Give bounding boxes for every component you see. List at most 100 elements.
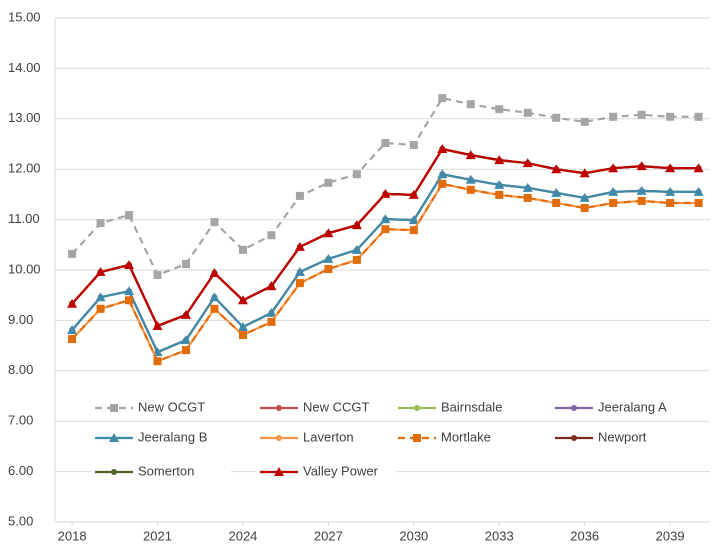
legend-label: Jeeralang A xyxy=(598,399,667,414)
legend-marker xyxy=(571,435,577,441)
legend-label: Newport xyxy=(598,429,647,444)
data-point xyxy=(381,225,390,234)
y-tick-label: 13.00 xyxy=(8,110,41,125)
data-point xyxy=(324,178,333,187)
data-point xyxy=(609,112,618,121)
x-tick-label: 2021 xyxy=(143,528,172,543)
y-tick-label: 14.00 xyxy=(8,60,41,75)
data-point xyxy=(266,281,277,291)
data-point xyxy=(437,144,448,154)
data-point xyxy=(408,215,419,225)
data-point xyxy=(294,267,305,277)
data-point xyxy=(495,190,504,199)
data-point xyxy=(95,292,106,302)
legend-bg xyxy=(91,428,231,448)
legend-label: New CCGT xyxy=(303,399,370,414)
legend-bg xyxy=(91,462,231,482)
legend-label: Valley Power xyxy=(303,463,379,478)
legend-marker xyxy=(276,405,282,411)
series-line xyxy=(71,173,699,354)
data-point xyxy=(665,163,676,173)
data-point xyxy=(523,193,532,202)
data-point xyxy=(237,321,248,331)
x-tick-label: 2033 xyxy=(485,528,514,543)
legend-marker xyxy=(413,434,421,442)
data-point xyxy=(210,304,219,313)
legend-bg xyxy=(551,398,691,418)
x-tick-label: 2024 xyxy=(228,528,257,543)
data-point xyxy=(523,108,532,117)
data-point xyxy=(295,191,304,200)
data-point xyxy=(124,259,135,269)
series-line xyxy=(71,96,699,277)
legend-label: Bairnsdale xyxy=(441,399,502,414)
y-tick-label: 5.00 xyxy=(8,513,33,528)
data-point xyxy=(209,268,220,278)
legend-label: Mortlake xyxy=(441,429,491,444)
data-point xyxy=(96,219,105,228)
data-point xyxy=(381,138,390,147)
data-point xyxy=(181,309,191,319)
legend-bg xyxy=(256,428,396,448)
data-point xyxy=(152,320,163,330)
series xyxy=(69,171,702,356)
legend-bg xyxy=(551,428,691,448)
data-point xyxy=(182,259,190,268)
series xyxy=(69,146,702,329)
data-point xyxy=(68,249,77,258)
y-tick-label: 12.00 xyxy=(8,161,41,176)
data-point xyxy=(96,304,105,313)
data-point xyxy=(694,198,703,207)
data-point xyxy=(438,179,447,188)
data-point xyxy=(209,292,220,302)
series-line xyxy=(71,147,699,328)
legend-marker xyxy=(274,467,284,476)
data-point xyxy=(494,179,505,189)
data-point xyxy=(551,187,562,197)
data-point xyxy=(580,204,589,213)
data-point xyxy=(351,244,362,254)
data-point xyxy=(153,271,162,280)
data-point xyxy=(266,307,277,317)
data-point xyxy=(295,279,304,288)
data-point xyxy=(666,198,675,207)
legend-marker xyxy=(109,433,119,442)
data-point xyxy=(408,189,419,199)
data-point xyxy=(68,335,77,344)
data-point xyxy=(637,196,646,205)
series xyxy=(69,146,702,329)
data-point xyxy=(351,220,362,230)
data-point xyxy=(125,211,134,220)
series-line xyxy=(71,147,699,328)
data-point xyxy=(437,169,448,179)
series-line xyxy=(71,173,699,354)
legend-bg xyxy=(256,462,396,482)
series-line xyxy=(71,147,699,328)
data-point xyxy=(494,155,505,165)
y-tick-label: 7.00 xyxy=(8,413,33,428)
data-point xyxy=(67,324,78,334)
y-tick-label: 9.00 xyxy=(8,312,33,327)
series xyxy=(67,144,704,330)
series xyxy=(67,169,704,357)
data-point xyxy=(352,170,361,179)
y-tick-label: 6.00 xyxy=(8,463,33,478)
y-tick-label: 10.00 xyxy=(8,261,41,276)
data-point xyxy=(409,226,418,235)
data-point xyxy=(637,110,646,119)
data-point xyxy=(694,112,703,121)
data-point xyxy=(552,113,561,122)
series xyxy=(68,179,703,366)
data-point xyxy=(324,264,333,273)
data-point xyxy=(210,218,219,227)
data-point xyxy=(666,112,675,121)
data-point xyxy=(466,100,475,109)
data-point xyxy=(465,174,476,184)
data-point xyxy=(323,253,334,263)
series xyxy=(68,94,703,280)
data-point xyxy=(665,186,676,196)
x-tick-label: 2027 xyxy=(314,528,343,543)
data-point xyxy=(267,231,276,240)
data-point xyxy=(95,267,106,277)
